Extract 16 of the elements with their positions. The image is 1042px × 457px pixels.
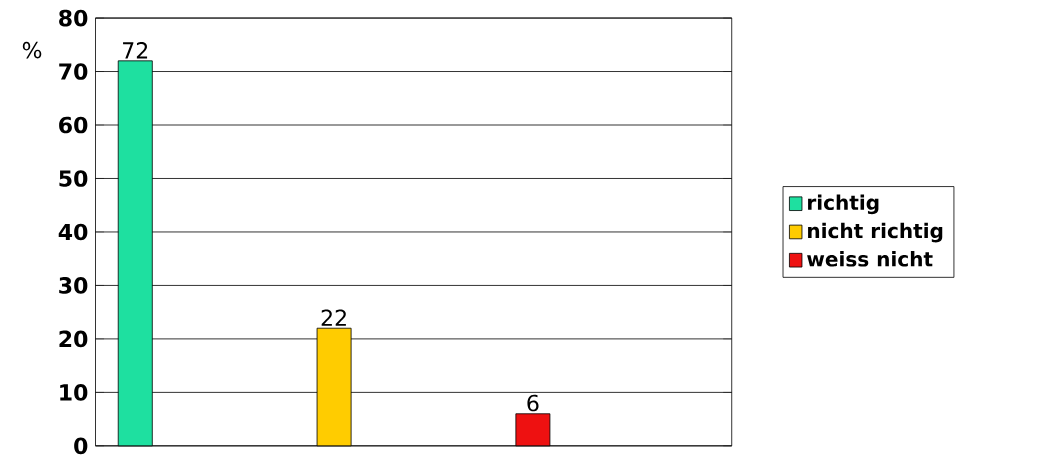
data-label: 72 bbox=[123, 42, 148, 59]
y-tick-label: 80 bbox=[59, 9, 88, 27]
legend-label: weiss nicht bbox=[807, 251, 933, 267]
y-tick-label: 20 bbox=[59, 330, 88, 348]
y-tick-label: 30 bbox=[59, 277, 88, 294]
data-label: 22 bbox=[321, 309, 346, 326]
legend-label: richtig bbox=[808, 194, 879, 215]
y-axis-title: % bbox=[22, 41, 42, 59]
legend-label: nicht richtig bbox=[808, 222, 943, 243]
y-tick-label: 60 bbox=[59, 116, 88, 134]
y-tick-label: 70 bbox=[59, 63, 88, 80]
y-tick-label: 10 bbox=[60, 384, 88, 401]
y-tick-label: 40 bbox=[58, 223, 88, 241]
y-tick-label: 50 bbox=[59, 170, 88, 187]
y-tick-label: 0 bbox=[74, 437, 88, 455]
data-label: 6 bbox=[527, 394, 539, 412]
